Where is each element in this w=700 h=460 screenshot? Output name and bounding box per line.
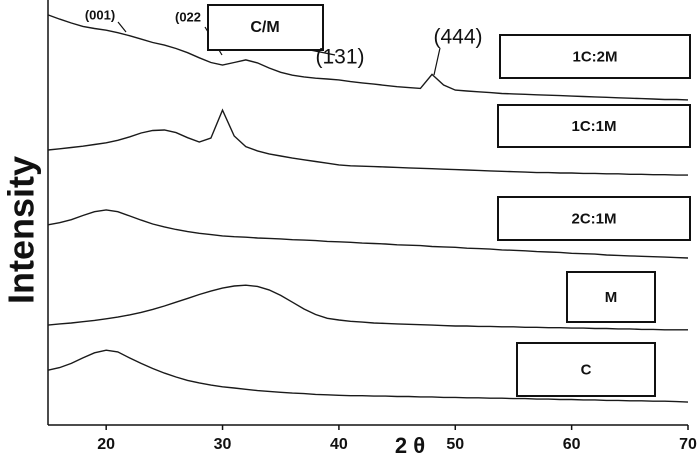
series-line bbox=[47, 209, 689, 259]
x-tick-label: 20 bbox=[97, 436, 115, 453]
x-tick-label: 60 bbox=[563, 436, 581, 453]
x-tick-label: 70 bbox=[679, 436, 697, 453]
series-line bbox=[47, 108, 688, 176]
legend-label: C bbox=[581, 361, 592, 378]
annotation: (444) bbox=[433, 26, 482, 49]
x-tick-label: 40 bbox=[330, 436, 348, 453]
legend-label: M bbox=[605, 289, 618, 306]
legend-label: 1C:1M bbox=[571, 118, 616, 135]
annotation-box bbox=[207, 4, 324, 51]
legend-box bbox=[566, 271, 656, 323]
y-axis-label: Intensity bbox=[1, 156, 42, 304]
series-line bbox=[47, 284, 688, 331]
annotation: (131) bbox=[315, 46, 364, 69]
legend-label: 2C:1M bbox=[571, 210, 616, 227]
series-line bbox=[47, 14, 689, 101]
legend-box bbox=[497, 104, 691, 148]
x-axis-label: 2 θ bbox=[395, 433, 425, 458]
annotation: (022 bbox=[175, 9, 201, 24]
x-tick-label: 30 bbox=[214, 436, 232, 453]
legend-box bbox=[516, 342, 656, 397]
legend-box bbox=[499, 34, 691, 79]
legend-label: 1C:2M bbox=[572, 48, 617, 65]
series-line bbox=[47, 349, 689, 403]
x-tick-label: 50 bbox=[446, 436, 464, 453]
annotation: C/M bbox=[250, 19, 279, 36]
legend-box bbox=[497, 196, 691, 241]
annotation: (001) bbox=[85, 7, 115, 22]
